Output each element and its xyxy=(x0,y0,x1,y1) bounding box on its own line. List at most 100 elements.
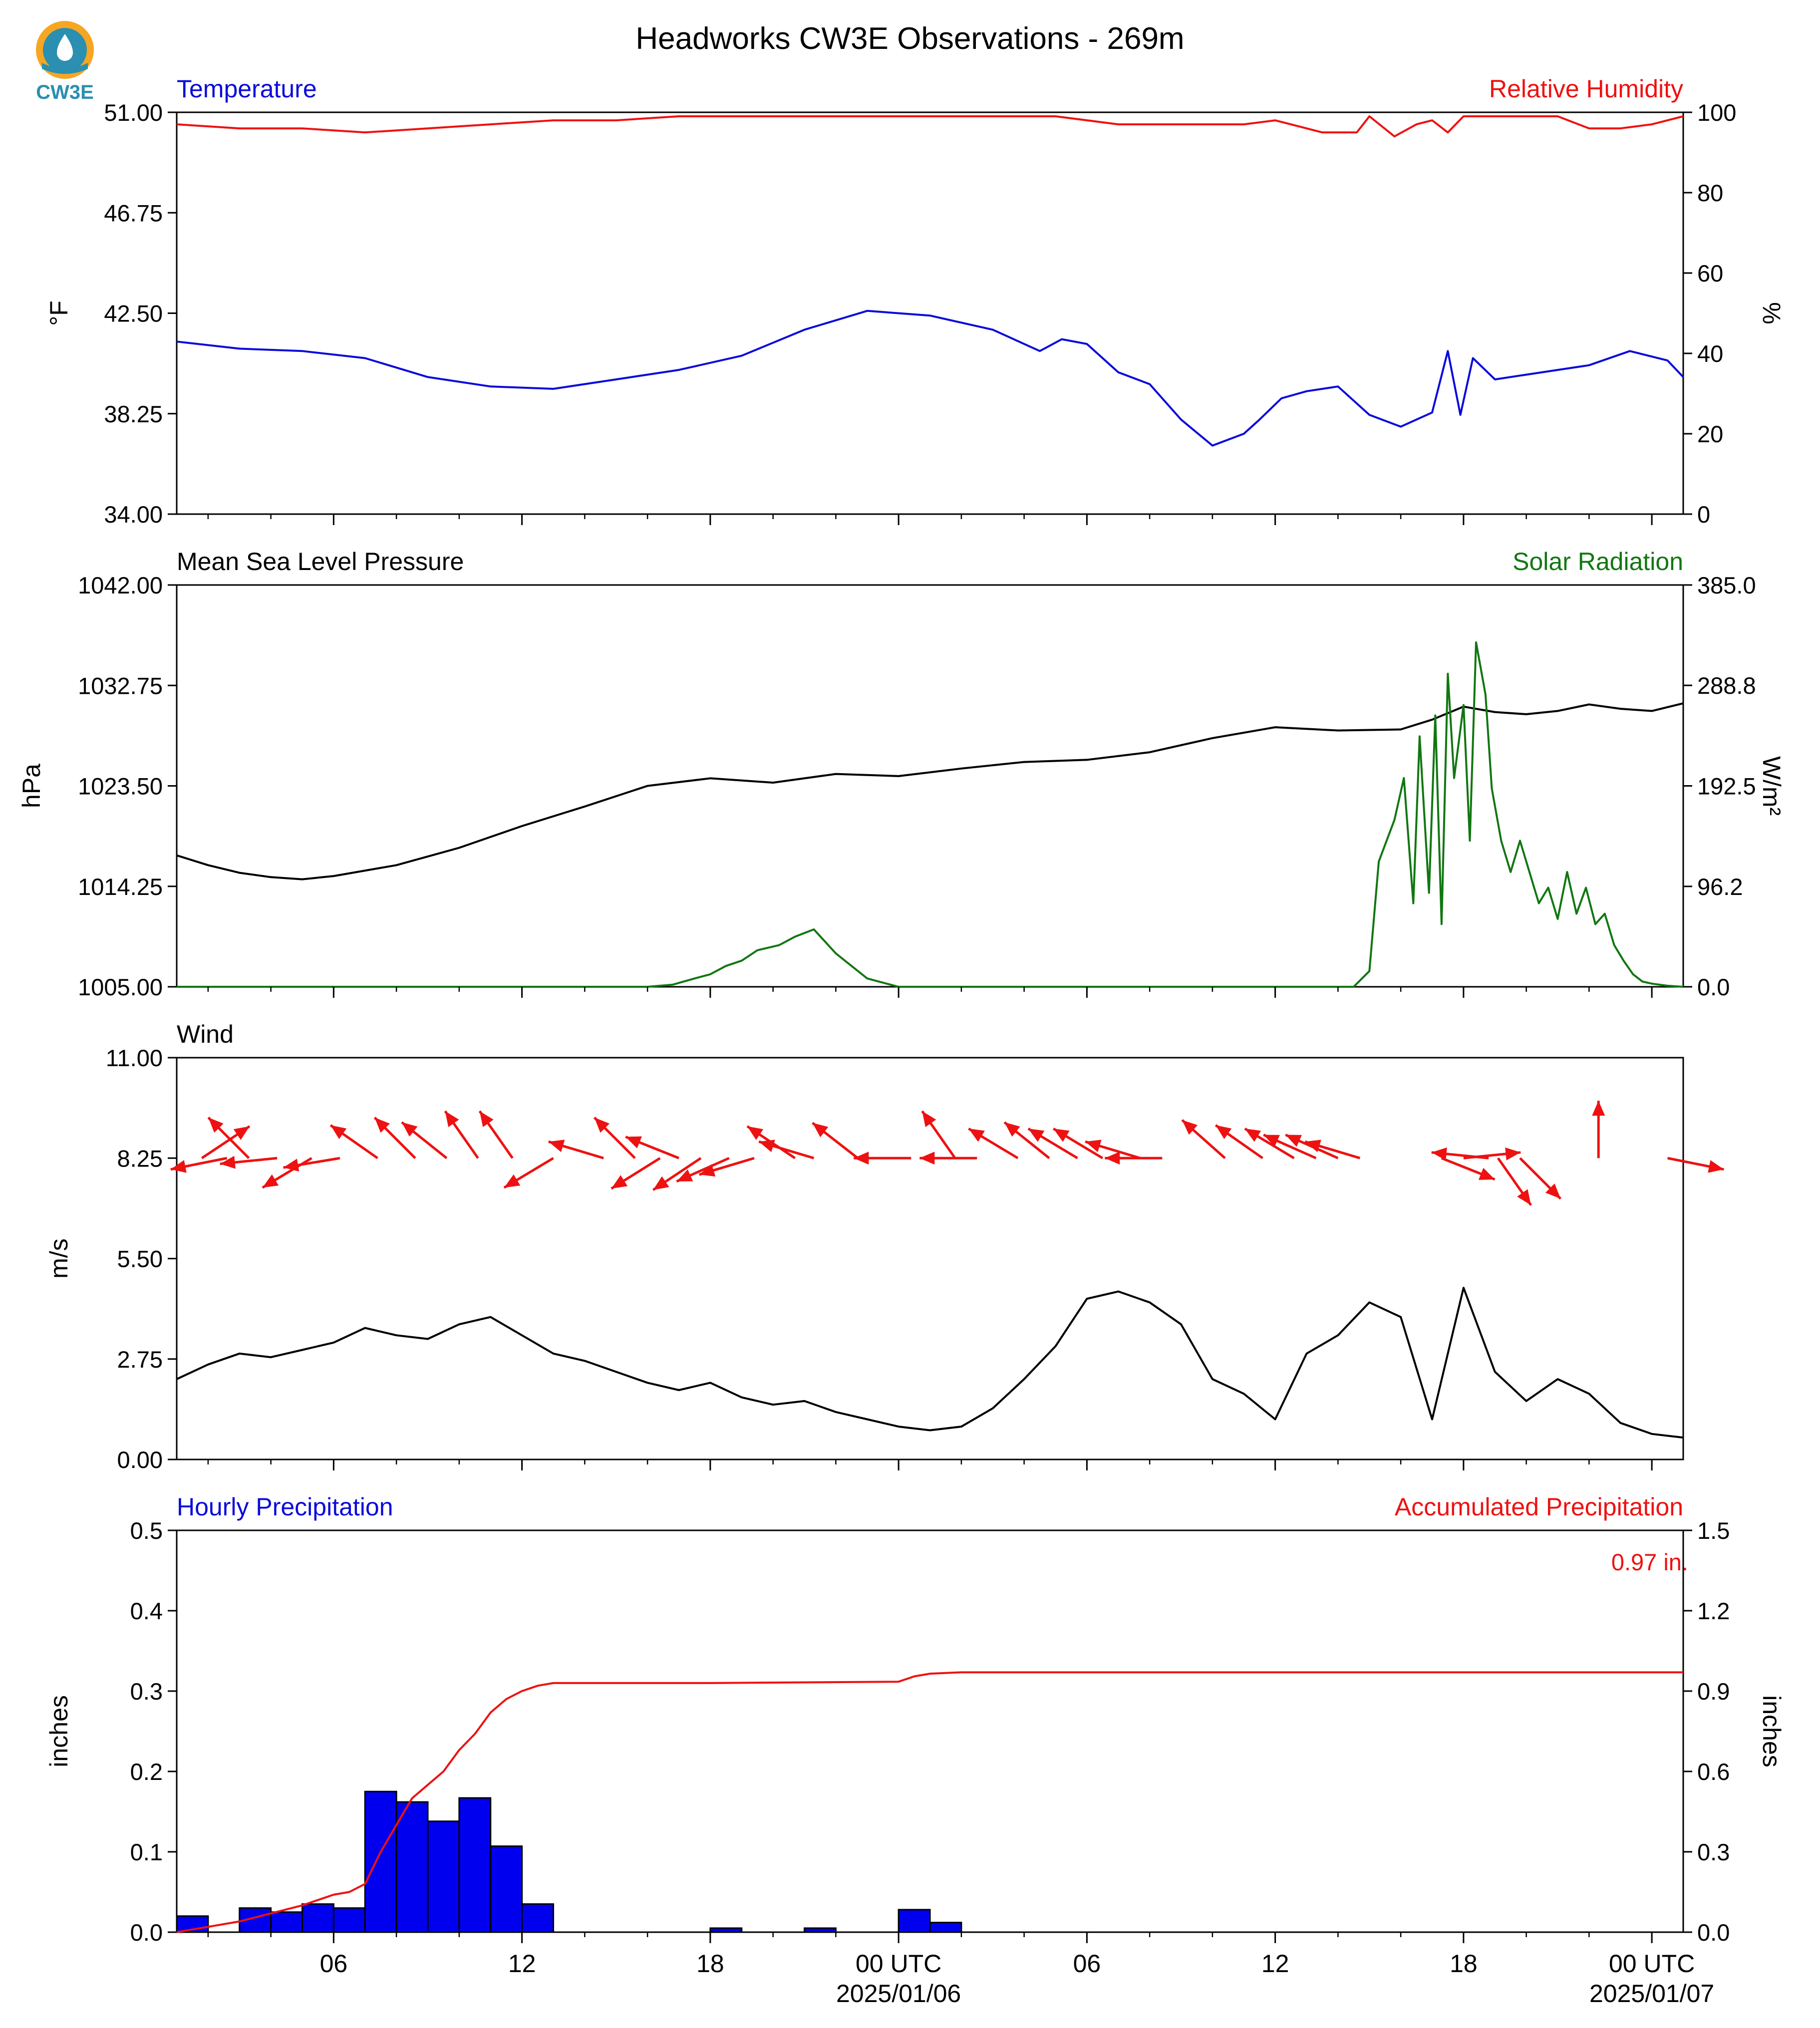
wind-arrow xyxy=(968,1127,1019,1159)
wind-arrow-head xyxy=(759,1140,775,1153)
precip-bar xyxy=(427,1820,460,1933)
y-tick-right-label: 80 xyxy=(1697,180,1723,206)
precip-bar xyxy=(364,1790,397,1933)
wind-arrow-head xyxy=(1545,1183,1561,1199)
y-axis-right-label: % xyxy=(1758,302,1786,324)
wind-arrow-head xyxy=(1215,1125,1232,1140)
precip-bar xyxy=(929,1922,962,1933)
wind-arrow xyxy=(1214,1124,1263,1159)
accumulated-total-label: 0.97 in. xyxy=(1611,1549,1688,1575)
panel-right-title: Relative Humidity xyxy=(1489,75,1683,103)
x-tick-label: 06 xyxy=(320,1950,348,1978)
y-tick-right-label: 0.3 xyxy=(1697,1839,1730,1865)
y-tick-label: 51.00 xyxy=(104,99,163,126)
y-tick-right-label: 0.9 xyxy=(1697,1678,1730,1705)
wind-arrow-head xyxy=(922,1111,936,1128)
y-tick-right-label: 60 xyxy=(1697,260,1723,287)
wind-arrow xyxy=(921,1110,956,1159)
wind-arrow-head xyxy=(1305,1140,1321,1153)
panel-wind: 0.00 2.75 5.50 8.25 11.00 m/s Wind xyxy=(45,1020,1724,1473)
wind-arrow-head xyxy=(1004,1122,1020,1137)
y-tick-right-label: 288.8 xyxy=(1697,672,1756,699)
y-tick-label: 11.00 xyxy=(106,1045,163,1071)
precip-bar xyxy=(490,1845,523,1933)
wind-arrow xyxy=(1667,1157,1724,1173)
wind-arrow-head xyxy=(1053,1129,1070,1142)
wind-arrow xyxy=(1431,1147,1489,1160)
y-tick-label: 0.3 xyxy=(130,1678,163,1705)
wind-arrow xyxy=(444,1110,479,1159)
x-tick-label: 00 UTC xyxy=(1609,1950,1695,1978)
wind-arrow-head xyxy=(220,1156,236,1169)
panel-left-title: Temperature xyxy=(177,75,317,103)
series-line-1 xyxy=(176,115,1684,138)
panel-left-title: Wind xyxy=(177,1020,234,1048)
wind-arrow-head xyxy=(1517,1189,1531,1205)
x-tick-label: 00 UTC xyxy=(856,1950,941,1978)
precip-bar xyxy=(898,1909,931,1933)
wind-arrow-head xyxy=(594,1117,610,1133)
wind-arrow xyxy=(1263,1134,1317,1159)
chart-panels: 34.00 38.25 42.50 46.75 51.00 0 20 40 60 80 100 °F%… xyxy=(17,75,1786,1946)
x-tick-label: 18 xyxy=(1450,1950,1478,1978)
wind-arrow xyxy=(373,1117,416,1159)
y-tick-right-label: 20 xyxy=(1697,421,1723,447)
y-tick-right-label: 385.0 xyxy=(1697,572,1756,598)
y-tick-label: 0.5 xyxy=(130,1517,163,1544)
wind-arrow-head xyxy=(1263,1135,1280,1147)
series-line-0 xyxy=(176,309,1684,447)
wind-arrow-head xyxy=(479,1111,494,1128)
wind-arrow-head xyxy=(625,1136,642,1149)
y-tick-label: 8.25 xyxy=(117,1145,163,1171)
panel-right-title: Accumulated Precipitation xyxy=(1395,1493,1683,1521)
wind-arrow-head xyxy=(1505,1147,1521,1160)
panel-right-title: Solar Radiation xyxy=(1513,548,1683,576)
wind-arrow-head xyxy=(1478,1167,1495,1180)
y-axis-label: inches xyxy=(45,1695,73,1767)
wind-arrow-head xyxy=(747,1126,764,1140)
y-tick-label: 0.0 xyxy=(130,1919,163,1946)
wind-arrow-head xyxy=(611,1175,628,1189)
logo-text: CW3E xyxy=(36,81,94,103)
wind-arrow xyxy=(262,1157,312,1189)
precip-bar xyxy=(270,1911,303,1933)
x-tick-label: 18 xyxy=(696,1950,724,1978)
y-tick-right-label: 0.0 xyxy=(1697,1919,1730,1946)
precip-bar xyxy=(176,1915,209,1933)
wind-arrow xyxy=(401,1121,448,1159)
y-tick-label: 0.4 xyxy=(130,1598,163,1624)
series-line-0 xyxy=(176,1671,1683,1933)
wind-arrow-head xyxy=(1085,1140,1102,1153)
wind-arrow xyxy=(1052,1127,1104,1159)
wind-arrow xyxy=(170,1157,228,1173)
y-tick-right-label: 192.5 xyxy=(1697,773,1756,800)
x-date-label: 2025/01/07 xyxy=(1589,1980,1714,2008)
y-tick-label: 1042.00 xyxy=(78,572,163,598)
y-axis-label: hPa xyxy=(17,764,45,808)
chart-title: Headworks CW3E Observations - 269m xyxy=(635,21,1184,56)
y-tick-right-label: 100 xyxy=(1697,99,1736,126)
wind-arrow xyxy=(1105,1152,1163,1165)
wind-arrow xyxy=(812,1122,859,1159)
wind-arrow xyxy=(854,1152,911,1165)
wind-arrow xyxy=(478,1110,514,1159)
y-tick-label: 1032.75 xyxy=(78,672,163,699)
wind-arrow-head xyxy=(968,1129,985,1142)
plot-frame xyxy=(176,584,1684,988)
wind-arrow-head xyxy=(262,1174,279,1188)
precip-bar xyxy=(521,1903,554,1933)
wind-arrow xyxy=(1463,1147,1521,1160)
y-tick-label: 2.75 xyxy=(117,1346,163,1373)
y-tick-right-label: 40 xyxy=(1697,340,1723,367)
y-tick-label: 1014.25 xyxy=(78,873,163,900)
wind-arrow-head xyxy=(1182,1120,1198,1135)
wind-arrow xyxy=(593,1117,636,1159)
panel-temperature-humidity: 34.00 38.25 42.50 46.75 51.00 0 20 40 60 80 100 °F%… xyxy=(45,75,1786,528)
wind-arrow-head xyxy=(1431,1147,1447,1160)
wind-arrow xyxy=(1497,1157,1532,1206)
x-tick-label: 06 xyxy=(1073,1950,1101,1978)
wind-arrow-head xyxy=(374,1117,390,1133)
wind-arrow xyxy=(220,1156,278,1169)
